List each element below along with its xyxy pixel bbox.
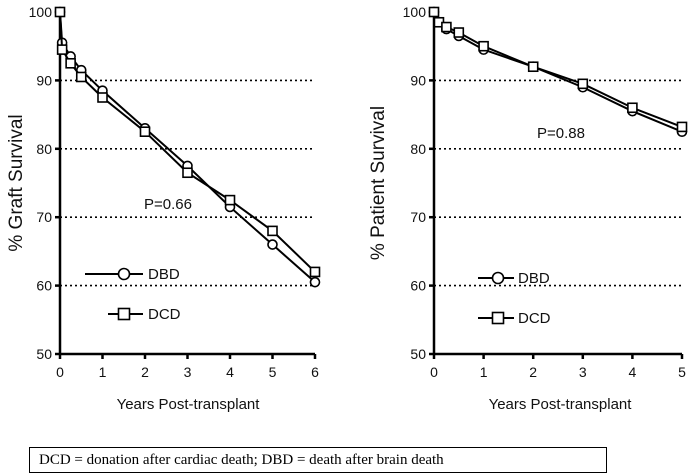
x-tick-label-1: 1: [480, 364, 488, 380]
p-value-annotation: P=0.66: [144, 196, 192, 213]
point-dcd: [224, 194, 236, 206]
y-tick-label-60: 60: [36, 278, 52, 294]
point-dcd: [54, 6, 66, 18]
y-tick-label-60: 60: [410, 278, 426, 294]
x-tick-label-5: 5: [678, 364, 686, 380]
legend-label-dbd: DBD: [148, 266, 180, 283]
point-dcd: [428, 6, 440, 18]
x-tick-label-6: 6: [311, 364, 319, 380]
patient-survival-chart: 50 60 70 80 90 100 0 1 2 3 4 5 Years Post-transplant…: [368, 4, 688, 413]
x-tick-label-5: 5: [269, 364, 277, 380]
x-axis-title: Years Post-transplant: [489, 396, 633, 413]
point-dcd: [182, 167, 193, 179]
x-tick-label-4: 4: [226, 364, 234, 380]
y-tick-label-50: 50: [36, 346, 52, 362]
legend-marker-dcd: [117, 307, 131, 321]
x-tick-label-4: 4: [629, 364, 637, 380]
x-axis-title: Years Post-transplant: [117, 396, 261, 413]
series-line-dbd: [433, 11, 683, 133]
point-dcd: [577, 78, 589, 90]
y-tick-label-100: 100: [403, 4, 427, 20]
x-tick-label-0: 0: [430, 364, 438, 380]
point-dbd: [267, 239, 278, 250]
point-dcd: [478, 40, 489, 52]
series-line-dcd: [59, 11, 316, 273]
legend-label-dcd: DCD: [148, 306, 181, 323]
point-dcd: [309, 266, 321, 278]
y-axis-title: % Patient Survival: [368, 106, 389, 260]
point-dcd: [627, 102, 638, 114]
series-line-dcd: [433, 11, 683, 128]
legend-label-dcd: DCD: [518, 310, 551, 327]
legend-marker-dbd: [117, 267, 131, 281]
p-value-annotation: P=0.88: [537, 125, 585, 142]
point-dcd: [441, 21, 452, 33]
y-tick-label-50: 50: [410, 346, 426, 362]
x-tick-label-1: 1: [99, 364, 107, 380]
point-dcd: [65, 57, 76, 69]
y-axis-title: % Graft Survival: [6, 114, 27, 251]
x-tick-label-3: 3: [184, 364, 192, 380]
y-tick-label-90: 90: [36, 72, 52, 88]
point-dcd: [676, 121, 688, 133]
y-tick-label-90: 90: [410, 72, 426, 88]
point-dcd: [139, 126, 151, 137]
point-dcd: [56, 44, 68, 55]
legend-label-dbd: DBD: [518, 270, 550, 287]
legend-marker-dcd: [491, 311, 505, 325]
point-dcd: [75, 71, 87, 83]
x-tick-label-0: 0: [56, 364, 64, 380]
footnote: DCD = donation after cardiac death; DBD …: [29, 447, 607, 473]
y-tick-label-70: 70: [36, 209, 52, 225]
point-dcd: [267, 225, 278, 237]
point-dcd: [527, 61, 539, 73]
y-tick-label-70: 70: [410, 209, 426, 225]
y-tick-label-100: 100: [29, 4, 53, 20]
point-dbd: [309, 276, 321, 288]
point-dcd: [97, 92, 108, 103]
x-tick-label-3: 3: [579, 364, 587, 380]
graft-survival-chart: 50 60 70 80 90 100 0 1 2 3 4 5 6 Years Post-transplan…: [6, 4, 321, 413]
x-tick-label-2: 2: [529, 364, 537, 380]
x-tick-label-2: 2: [141, 364, 149, 380]
legend-marker-dbd: [491, 271, 505, 285]
point-dcd: [453, 27, 465, 38]
y-tick-label-80: 80: [410, 141, 426, 157]
y-tick-label-80: 80: [36, 141, 52, 157]
